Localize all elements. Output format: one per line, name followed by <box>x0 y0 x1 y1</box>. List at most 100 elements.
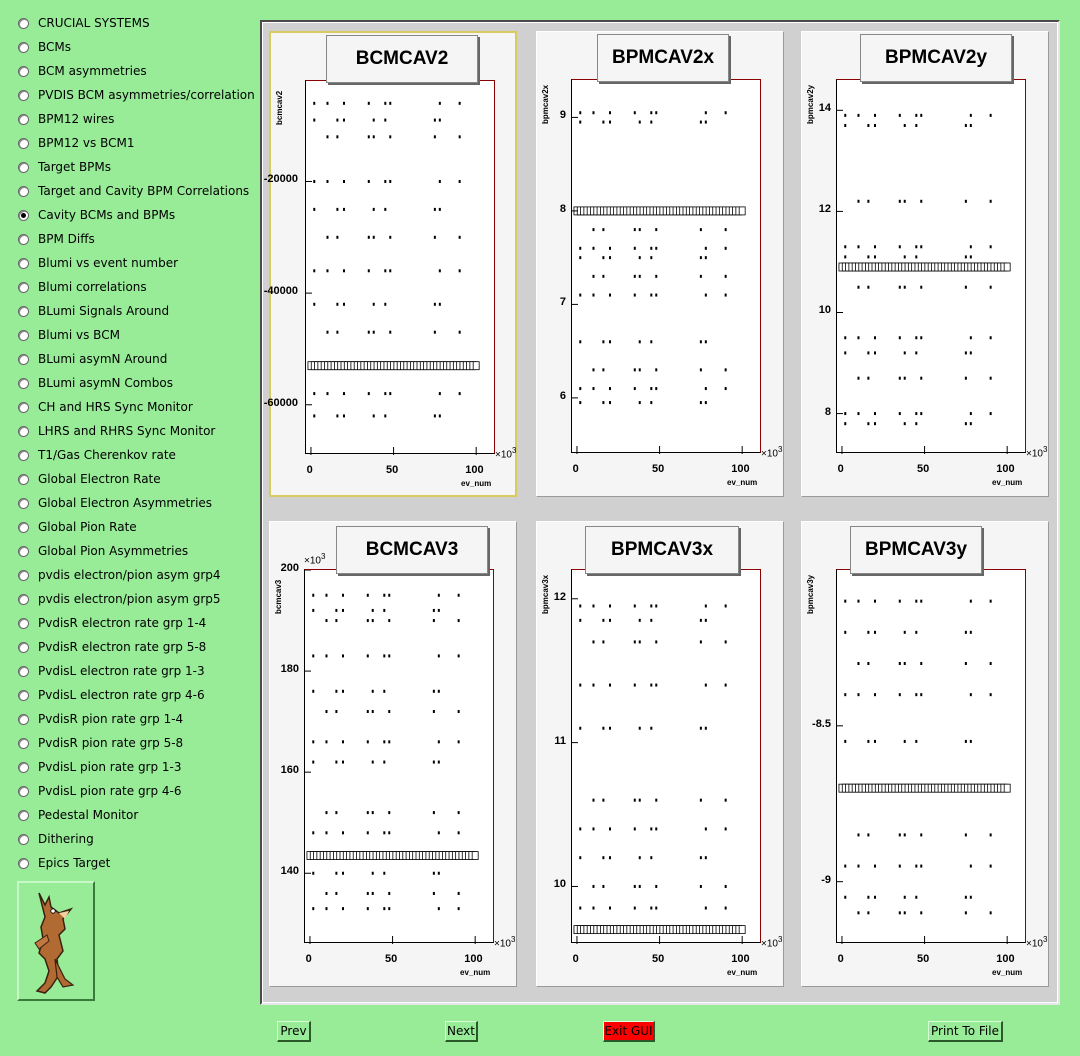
radio-option[interactable]: LHRS and RHRS Sync Monitor <box>16 421 215 441</box>
radio-button[interactable] <box>18 401 29 413</box>
data-point <box>432 871 435 875</box>
data-point <box>609 256 611 260</box>
plot-title: BPMCAV3y <box>850 526 982 574</box>
radio-option[interactable]: Global Pion Asymmetries <box>16 541 188 561</box>
radio-option[interactable]: PvdisR pion rate grp 5-8 <box>16 733 183 753</box>
radio-option[interactable]: PvdisR electron rate grp 1-4 <box>16 613 206 633</box>
data-point <box>367 101 370 105</box>
radio-option[interactable]: PvdisL electron rate grp 4-6 <box>16 685 205 705</box>
radio-option[interactable]: Target and Cavity BPM Correlations <box>16 181 249 201</box>
radio-button[interactable] <box>18 785 29 797</box>
radio-button[interactable] <box>18 209 29 221</box>
radio-option[interactable]: PvdisL pion rate grp 1-3 <box>16 757 182 777</box>
data-point <box>609 387 611 391</box>
radio-option[interactable]: CRUCIAL SYSTEMS <box>16 13 150 33</box>
radio-option[interactable]: Blumi correlations <box>16 277 147 297</box>
plot-pad-bcmcav3[interactable]: BCMCAV3 bcmcav3 200 180 160 140 0 50 100 ev_num ×1… <box>269 521 517 987</box>
radio-option[interactable]: BPM12 vs BCM1 <box>16 133 134 153</box>
prev-button[interactable]: Prev <box>277 1021 311 1042</box>
data-point <box>457 831 460 835</box>
exit-gui-button[interactable]: Exit GUI <box>603 1021 655 1042</box>
radio-option[interactable]: T1/Gas Cherenkov rate <box>16 445 176 465</box>
data-point <box>969 599 972 603</box>
radio-button[interactable] <box>18 41 29 53</box>
radio-option[interactable]: Global Electron Asymmetries <box>16 493 212 513</box>
radio-option[interactable]: Target BPMs <box>16 157 111 177</box>
radio-option[interactable]: PvdisL electron rate grp 1-3 <box>16 661 205 681</box>
radio-button[interactable] <box>18 473 29 485</box>
radio-option[interactable]: PVDIS BCM asymmetries/correlation <box>16 85 255 105</box>
radio-button[interactable] <box>18 329 29 341</box>
radio-button[interactable] <box>18 161 29 173</box>
plot-pad-bpmcav2y[interactable]: BPMCAV2y bpmcav2y 14 12 10 8 0 50 100 ev_num ×103 <box>801 31 1049 497</box>
radio-button[interactable] <box>18 593 29 605</box>
radio-button[interactable] <box>18 617 29 629</box>
radio-button[interactable] <box>18 641 29 653</box>
radio-button[interactable] <box>18 713 29 725</box>
radio-option[interactable]: Blumi vs BCM <box>16 325 120 345</box>
data-point <box>915 693 918 697</box>
radio-option[interactable]: PvdisR electron rate grp 5-8 <box>16 637 206 657</box>
radio-option[interactable]: Global Pion Rate <box>16 517 137 537</box>
radio-button[interactable] <box>18 809 29 821</box>
radio-button[interactable] <box>18 689 29 701</box>
radio-option[interactable]: BLumi Signals Around <box>16 301 169 321</box>
plot-pad-bcmcav2[interactable]: BCMCAV2 bcmcav2 -20000 -40000 -60000 0 50 100 ev… <box>264 31 517 497</box>
radio-button[interactable] <box>18 857 29 869</box>
radio-button[interactable] <box>18 305 29 317</box>
radio-option[interactable]: BPM12 wires <box>16 109 114 129</box>
data-point <box>433 414 436 418</box>
radio-option[interactable]: Dithering <box>16 829 94 849</box>
radio-button[interactable] <box>18 833 29 845</box>
radio-button[interactable] <box>18 761 29 773</box>
radio-option[interactable]: BLumi asymN Combos <box>16 373 173 393</box>
radio-option[interactable]: Cavity BCMs and BPMs <box>16 205 175 225</box>
plot-pad-bpmcav3y[interactable]: BPMCAV3y bpmcav3y -8.5 -9 0 50 100 ev_num ×103 <box>801 521 1049 987</box>
radio-button[interactable] <box>18 113 29 125</box>
radio-button[interactable] <box>18 377 29 389</box>
radio-option[interactable]: PvdisR pion rate grp 1-4 <box>16 709 183 729</box>
plot-pad-bpmcav2x[interactable]: BPMCAV2x bpmcav2x 9 8 7 6 0 50 100 ev_num ×103 <box>536 31 784 497</box>
radio-button[interactable] <box>18 521 29 533</box>
radio-button[interactable] <box>18 281 29 293</box>
radio-button[interactable] <box>18 257 29 269</box>
radio-option[interactable]: pvdis electron/pion asym grp5 <box>16 589 221 609</box>
radio-option[interactable]: BCM asymmetries <box>16 61 147 81</box>
radio-button[interactable] <box>18 353 29 365</box>
data-point <box>915 123 918 127</box>
radio-button[interactable] <box>18 545 29 557</box>
data-point <box>372 235 375 239</box>
data-point <box>724 246 727 250</box>
radio-button[interactable] <box>18 425 29 437</box>
radio-button[interactable] <box>18 185 29 197</box>
radio-button[interactable] <box>18 65 29 77</box>
data-point <box>650 618 653 622</box>
exponent-base: ×10 <box>1026 938 1043 950</box>
data-point <box>592 640 595 644</box>
radio-option[interactable]: PvdisL pion rate grp 4-6 <box>16 781 182 801</box>
radio-button[interactable] <box>18 137 29 149</box>
radio-option[interactable]: CH and HRS Sync Monitor <box>16 397 193 417</box>
radio-button[interactable] <box>18 233 29 245</box>
radio-button[interactable] <box>18 497 29 509</box>
radio-option[interactable]: BCMs <box>16 37 71 57</box>
next-button[interactable]: Next <box>445 1021 478 1042</box>
radio-button[interactable] <box>18 89 29 101</box>
radio-button[interactable] <box>18 569 29 581</box>
plot-pad-bpmcav3x[interactable]: BPMCAV3x bpmcav3x 12 11 10 0 50 100 ev_num ×103 <box>536 521 784 987</box>
radio-option[interactable]: Epics Target <box>16 853 110 873</box>
radio-option[interactable]: Blumi vs event number <box>16 253 178 273</box>
radio-button[interactable] <box>18 449 29 461</box>
data-point <box>389 101 392 105</box>
radio-button[interactable] <box>18 737 29 749</box>
radio-option[interactable]: Global Electron Rate <box>16 469 161 489</box>
radio-label: Global Electron Asymmetries <box>38 496 213 510</box>
plot-canvas[interactable]: BCMCAV2 bcmcav2 -20000 -40000 -60000 0 50 100 ev… <box>263 23 1057 1002</box>
radio-option[interactable]: BLumi asymN Around <box>16 349 167 369</box>
radio-option[interactable]: Pedestal Monitor <box>16 805 138 825</box>
radio-button[interactable] <box>18 665 29 677</box>
radio-option[interactable]: BPM Diffs <box>16 229 95 249</box>
radio-option[interactable]: pvdis electron/pion asym grp4 <box>16 565 221 585</box>
print-to-file-button[interactable]: Print To File <box>928 1021 1003 1042</box>
radio-button[interactable] <box>18 17 29 29</box>
